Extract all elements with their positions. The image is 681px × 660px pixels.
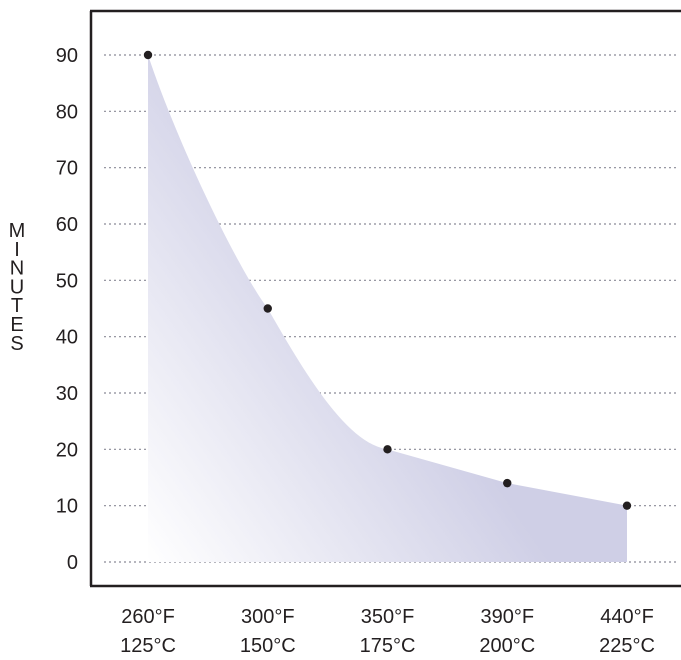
y-tick-label: 20: [56, 439, 78, 461]
y-axis-label-letter: T: [11, 295, 23, 317]
y-axis-label-letter: U: [10, 276, 24, 298]
x-tick-label-celsius: 125°C: [120, 635, 176, 655]
point-markers: [143, 50, 632, 510]
x-tick-label-fahrenheit: 440°F: [600, 606, 654, 628]
data-point: [263, 304, 272, 313]
x-tick-label-celsius: 200°C: [479, 635, 535, 655]
data-point: [143, 50, 153, 60]
y-tick-labels: 0 10 20 30 40 50 60 70 80 90: [56, 45, 78, 574]
y-axis-label-letter: E: [10, 314, 23, 336]
y-tick-label: 80: [56, 101, 78, 123]
y-axis-label-letter: I: [14, 239, 20, 261]
data-point: [383, 445, 392, 454]
y-tick-label: 70: [56, 158, 78, 180]
y-tick-label: 90: [56, 45, 78, 67]
x-tick-label-fahrenheit: 260°F: [121, 606, 175, 628]
y-tick-label: 40: [56, 327, 78, 349]
x-tick-label-celsius: 175°C: [360, 635, 416, 655]
x-tick-label-celsius: 150°C: [240, 635, 296, 655]
y-axis-label-letter: S: [10, 333, 23, 355]
axis-layer: [89, 9, 681, 588]
y-tick-label: 60: [56, 214, 78, 236]
x-tick-labels: 260°F 125°C 300°F 150°C 350°F 175°C 390°F 200°C…: [120, 606, 655, 657]
x-tick-label-fahrenheit: 390°F: [480, 606, 534, 628]
area-layer: [148, 55, 627, 562]
y-axis-label-letter: M: [9, 220, 26, 242]
data-point: [622, 501, 632, 510]
y-tick-label: 50: [56, 270, 78, 292]
y-axis-label-letter: N: [10, 258, 24, 280]
data-point: [503, 478, 512, 488]
y-tick-label: 0: [67, 552, 78, 574]
y-tick-label: 10: [56, 496, 78, 518]
x-tick-label-celsius: 225°C: [599, 635, 655, 655]
y-tick-label: 30: [56, 383, 78, 405]
x-tick-label-fahrenheit: 350°F: [361, 606, 415, 628]
area-fill: [148, 55, 627, 562]
x-tick-label-fahrenheit: 300°F: [241, 606, 295, 628]
